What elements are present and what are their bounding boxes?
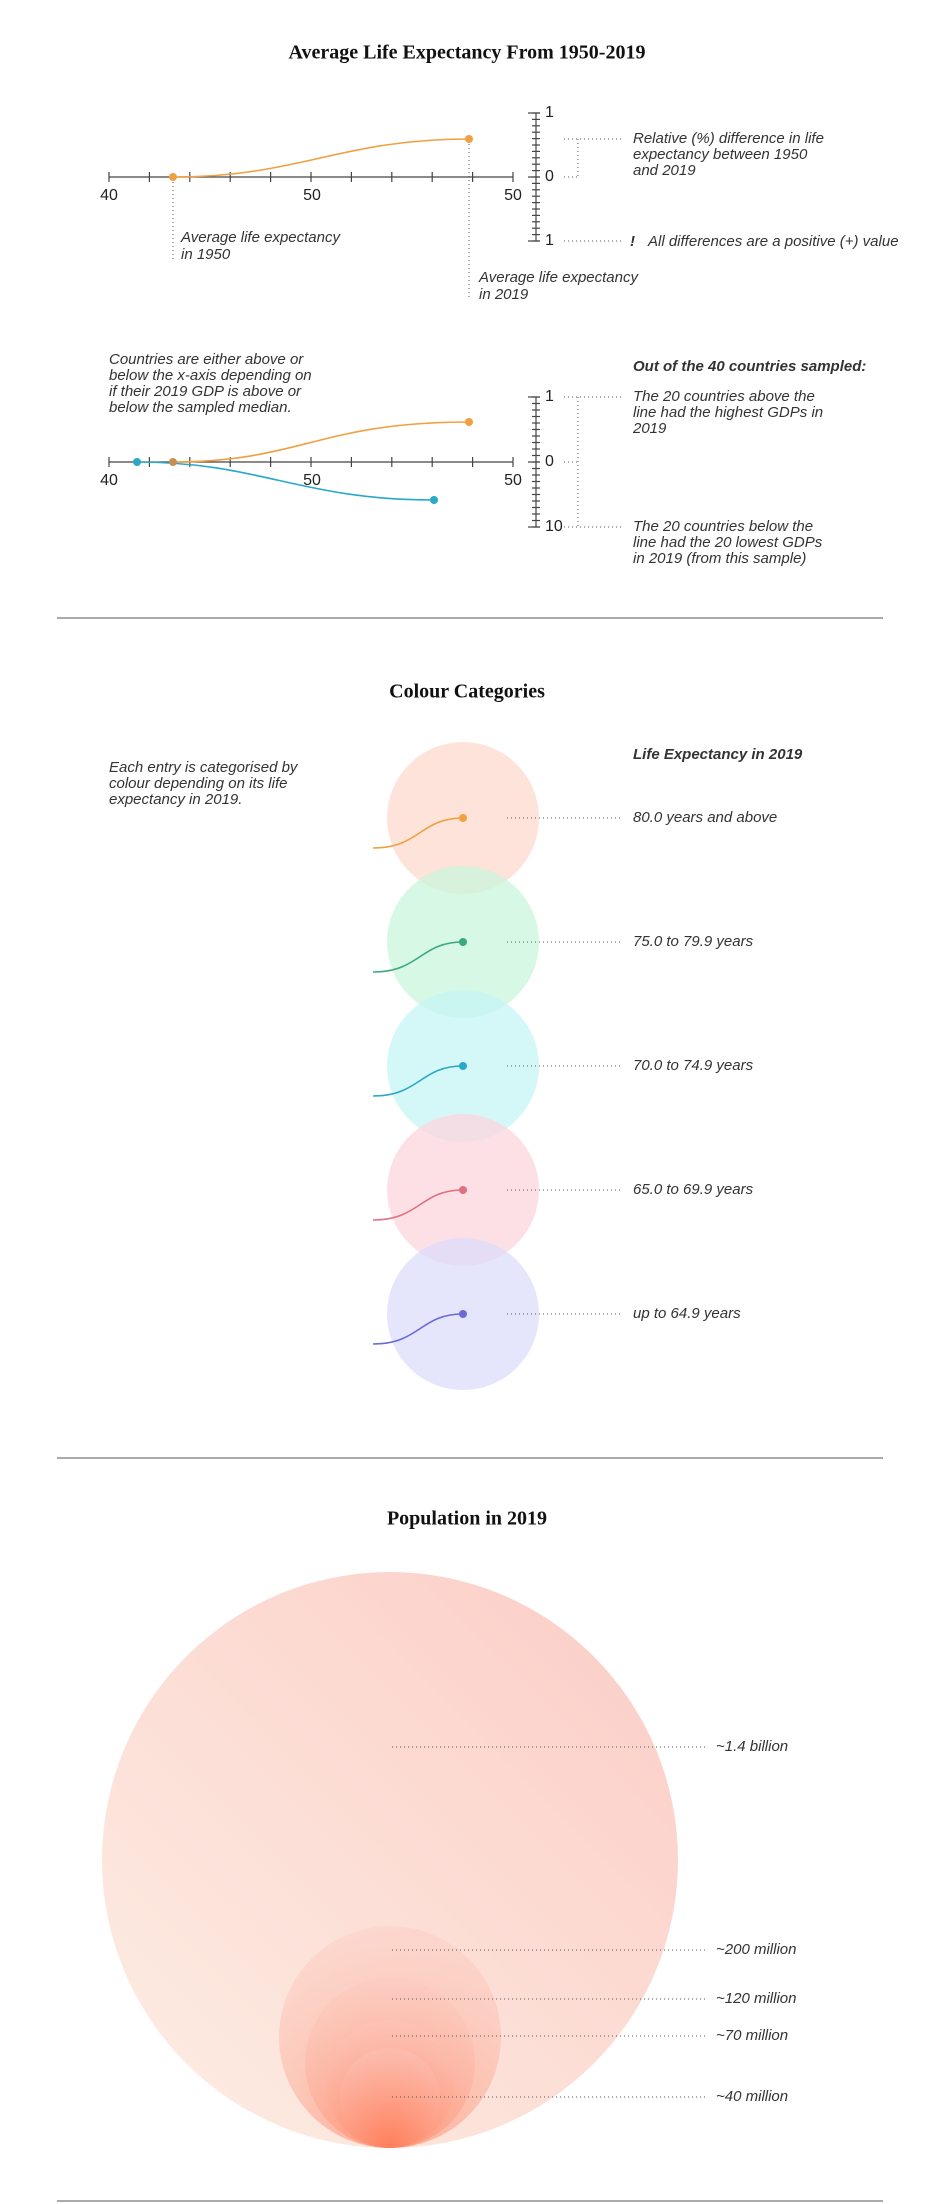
population-label: ~200 million xyxy=(716,1941,796,1958)
population-label: ~70 million xyxy=(716,2027,788,2044)
annotation: All differences are a positive (+) value xyxy=(647,233,899,250)
population-label: ~1.4 billion xyxy=(716,1738,788,1755)
annotation: line had the 20 lowest GDPs xyxy=(633,534,823,551)
scale-label: 1 xyxy=(545,388,554,405)
axis-label: 50 xyxy=(504,472,522,489)
category-dot xyxy=(459,938,467,946)
population-circle xyxy=(102,1572,678,2148)
category-curve xyxy=(372,1189,464,1221)
annotation: Average life expectancy xyxy=(180,229,341,246)
scale-label: 1 xyxy=(545,232,554,249)
annotation: The 20 countries below the xyxy=(633,518,813,535)
annotation: if their 2019 GDP is above or xyxy=(109,383,302,400)
point xyxy=(465,418,473,426)
axis-label: 50 xyxy=(303,472,321,489)
annotation: Countries are either above or xyxy=(109,351,304,368)
axis-label: 50 xyxy=(303,187,321,204)
axis-label: 40 xyxy=(100,472,118,489)
point-1950 xyxy=(169,173,177,181)
annotation: expectancy between 1950 xyxy=(633,146,808,163)
point xyxy=(133,458,141,466)
annotation: below the x-axis depending on xyxy=(109,367,312,384)
category-label: up to 64.9 years xyxy=(633,1305,741,1322)
point xyxy=(169,458,177,466)
category-dot xyxy=(459,1310,467,1318)
annotation: The 20 countries above the xyxy=(633,388,815,405)
scale-label: 10 xyxy=(545,518,563,535)
axis-label: 50 xyxy=(504,187,522,204)
scale-label: 0 xyxy=(545,453,554,470)
scale-label: 1 xyxy=(545,104,554,121)
category-curve xyxy=(372,1065,464,1097)
population-label: ~40 million xyxy=(716,2088,788,2105)
category-label: 80.0 years and above xyxy=(633,809,777,826)
annotation: 2019 xyxy=(632,420,667,437)
annotation: line had the highest GDPs in xyxy=(633,404,823,421)
curve-below xyxy=(136,461,435,501)
point xyxy=(430,496,438,504)
annotation: Each entry is categorised by xyxy=(109,759,299,776)
category-dot xyxy=(459,1186,467,1194)
section-title: Population in 2019 xyxy=(387,1508,547,1530)
category-label: 70.0 to 74.9 years xyxy=(633,1057,754,1074)
category-dot xyxy=(459,1062,467,1070)
point-2019 xyxy=(465,135,473,143)
category-label: 75.0 to 79.9 years xyxy=(633,933,754,950)
annotation: Relative (%) difference in life xyxy=(633,130,824,147)
section-title: Colour Categories xyxy=(389,681,545,703)
heading: Life Expectancy in 2019 xyxy=(633,746,803,763)
section-title: Average Life Expectancy From 1950-2019 xyxy=(289,42,646,64)
annotation: in 1950 xyxy=(181,246,231,263)
scale-label: 0 xyxy=(545,168,554,185)
annotation: and 2019 xyxy=(633,162,696,179)
annotation: in 2019 (from this sample) xyxy=(633,550,806,567)
curve xyxy=(172,138,470,178)
axis-label: 40 xyxy=(100,187,118,204)
annotation: Average life expectancy xyxy=(478,269,639,286)
annotation: colour depending on its life xyxy=(109,775,287,792)
exclamation: ! xyxy=(630,233,635,250)
population-circle xyxy=(340,2048,440,2148)
category-curve xyxy=(372,817,464,849)
heading: Out of the 40 countries sampled: xyxy=(633,358,866,375)
annotation: below the sampled median. xyxy=(109,399,292,416)
curve-above xyxy=(172,421,470,463)
population-label: ~120 million xyxy=(716,1990,796,2007)
annotation: in 2019 xyxy=(479,286,529,303)
category-curve xyxy=(372,1313,464,1345)
category-label: 65.0 to 69.9 years xyxy=(633,1181,754,1198)
category-dot xyxy=(459,814,467,822)
category-curve xyxy=(372,941,464,973)
annotation: expectancy in 2019. xyxy=(109,791,242,808)
